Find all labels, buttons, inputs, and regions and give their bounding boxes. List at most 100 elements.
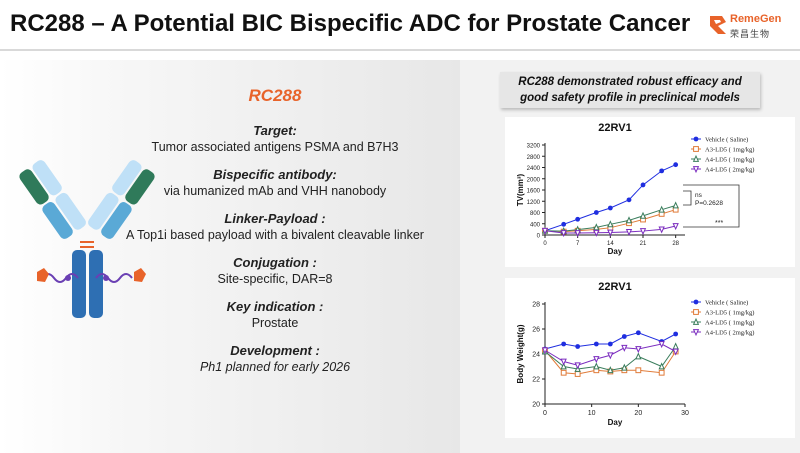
significance-bracket-2: [683, 184, 740, 228]
data-point-s3-2: [560, 362, 567, 370]
data-point-s4-1: [541, 227, 549, 235]
y-tick-label: 22: [532, 377, 540, 384]
y-tick-label: 2000: [527, 177, 541, 183]
linker-payload-heading: Linker-Payload :: [224, 211, 326, 226]
x-axis-label: Day: [608, 247, 623, 256]
legend-marker-3: [692, 317, 700, 325]
y-tick-label: 800: [530, 211, 541, 217]
callout-line-2: good safety profile in preclinical model…: [520, 92, 740, 104]
legend-label-3: A4-LD5 ( 1mg/kg): [705, 157, 754, 164]
data-point-s3-8: [658, 205, 665, 213]
x-tick-label: 28: [672, 241, 679, 247]
data-point-s1-5: [607, 341, 613, 347]
header-divider: [0, 49, 800, 51]
data-point-s4-7: [639, 228, 647, 236]
x-axis-label: Day: [608, 418, 623, 427]
y-tick-label: 2400: [527, 166, 541, 172]
data-point-s4-7: [635, 346, 642, 354]
x-tick-label: 30: [681, 410, 689, 417]
x-tick-label: 10: [588, 410, 596, 417]
y-tick-label: 1200: [527, 200, 541, 206]
series-line-1: [544, 332, 676, 350]
data-point-s1-7: [635, 330, 641, 336]
data-point-s4-2: [560, 358, 567, 366]
data-point-s4-4: [593, 229, 600, 237]
chart-title: 22RV1: [598, 122, 631, 134]
logo-chinese-name: 荣昌生物: [730, 29, 771, 39]
data-point-s4-6: [621, 344, 628, 352]
y-tick-label: 28: [532, 302, 540, 309]
data-point-s3-9: [672, 342, 679, 350]
data-point-s1-5: [607, 205, 613, 211]
legend-label-4: A4-LD5 ( 2mg/kg): [705, 167, 754, 174]
data-point-s3-7: [635, 352, 642, 360]
legend-marker-1: [693, 299, 699, 305]
data-point-s1-9: [673, 331, 679, 337]
legend-marker-4: [692, 166, 700, 174]
tumor-volume-chart-area: 22RV1 0 400 800 1200 1600 2000 2400 2800 3200 0 7 14…: [505, 117, 795, 267]
x-tick-label: 0: [543, 410, 547, 417]
target-text: Tumor associated antigens PSMA and B7H3: [151, 140, 399, 154]
annotation-ns: ns: [695, 192, 703, 199]
data-point-s4-6: [625, 229, 633, 237]
development-heading: Development :: [230, 343, 320, 358]
body-weight-chart: 22RV1 20 22 24 26 28 0 10 20 30 Day Body Weight(g) V…: [516, 281, 754, 427]
legend-marker-2: [693, 146, 699, 152]
x-tick-label: 14: [607, 241, 614, 247]
data-point-s2-2: [560, 369, 567, 376]
data-point-s4-4: [593, 356, 600, 364]
legend-label-4: A4-LD5 ( 2mg/kg): [705, 330, 754, 337]
data-point-s1-3: [575, 216, 581, 222]
data-point-s1-9: [673, 162, 679, 168]
key-indication-heading: Key indication :: [226, 299, 324, 314]
y-tick-label: 26: [532, 327, 540, 334]
y-tick-label: 2800: [527, 155, 541, 161]
x-tick-label: 21: [640, 241, 647, 247]
y-tick-label: 20: [532, 402, 540, 409]
legend-label-2: A3-LD5 ( 1mg/kg): [705, 310, 754, 317]
drug-name: RC288: [248, 86, 302, 105]
data-point-s3-6: [625, 216, 633, 224]
data-point-s3-9: [672, 201, 679, 209]
x-tick-label: 0: [543, 241, 547, 247]
linker-payload-text: A Top1i based payload with a bivalent cl…: [126, 228, 424, 242]
data-point-s2-3: [574, 371, 581, 377]
target-heading: Target:: [253, 123, 297, 138]
data-point-s2-7: [635, 367, 642, 374]
data-point-s1-8: [659, 168, 665, 174]
results-callout: RC288 demonstrated robust efficacy and g…: [500, 72, 760, 108]
x-tick-label: 20: [634, 410, 642, 417]
data-point-s3-4: [593, 223, 600, 231]
annotation-significance: ***: [715, 220, 723, 227]
y-axis-label: Body Weight(g): [516, 324, 525, 383]
data-point-s3-6: [621, 363, 628, 371]
legend-marker-2: [693, 309, 699, 315]
data-point-s4-3: [574, 362, 581, 370]
data-point-s1-2: [561, 341, 567, 347]
body-weight-chart-area: 22RV1 20 22 24 26 28 0 10 20 30 Day Body Weight(g) V…: [505, 278, 795, 438]
development-text: Ph1 planned for early 2026: [199, 360, 351, 374]
key-indication-text: Prostate: [251, 316, 299, 330]
data-point-s1-2: [561, 221, 567, 227]
significance-bracket-1: [683, 190, 692, 206]
y-tick-label: 24: [532, 352, 540, 359]
legend-marker-4: [692, 329, 700, 337]
slide-header: RC288 – A Potential BIC Bispecific ADC f…: [0, 0, 800, 50]
data-point-s2-8: [658, 369, 665, 376]
data-point-s4-3: [574, 230, 581, 238]
callout-line-1: RC288 demonstrated robust efficacy and: [518, 76, 742, 88]
company-logo: RemeGen 荣昌生物: [708, 10, 793, 42]
data-point-s4-8: [658, 226, 665, 234]
data-point-s4-9: [672, 223, 679, 231]
legend-label-1: Vehicle ( Saline): [705, 300, 748, 307]
conjugation-heading: Conjugation :: [233, 255, 317, 270]
data-point-s4-2: [560, 230, 567, 238]
data-point-s4-1: [541, 347, 549, 355]
data-point-s4-9: [672, 348, 679, 356]
legend-label-1: Vehicle ( Saline): [705, 137, 748, 144]
y-tick-label: 400: [530, 222, 541, 228]
data-point-s1-7: [640, 182, 646, 188]
bispecific-heading: Bispecific antibody:: [213, 167, 337, 182]
data-point-s1-4: [593, 210, 599, 215]
data-point-s3-8: [658, 362, 665, 370]
